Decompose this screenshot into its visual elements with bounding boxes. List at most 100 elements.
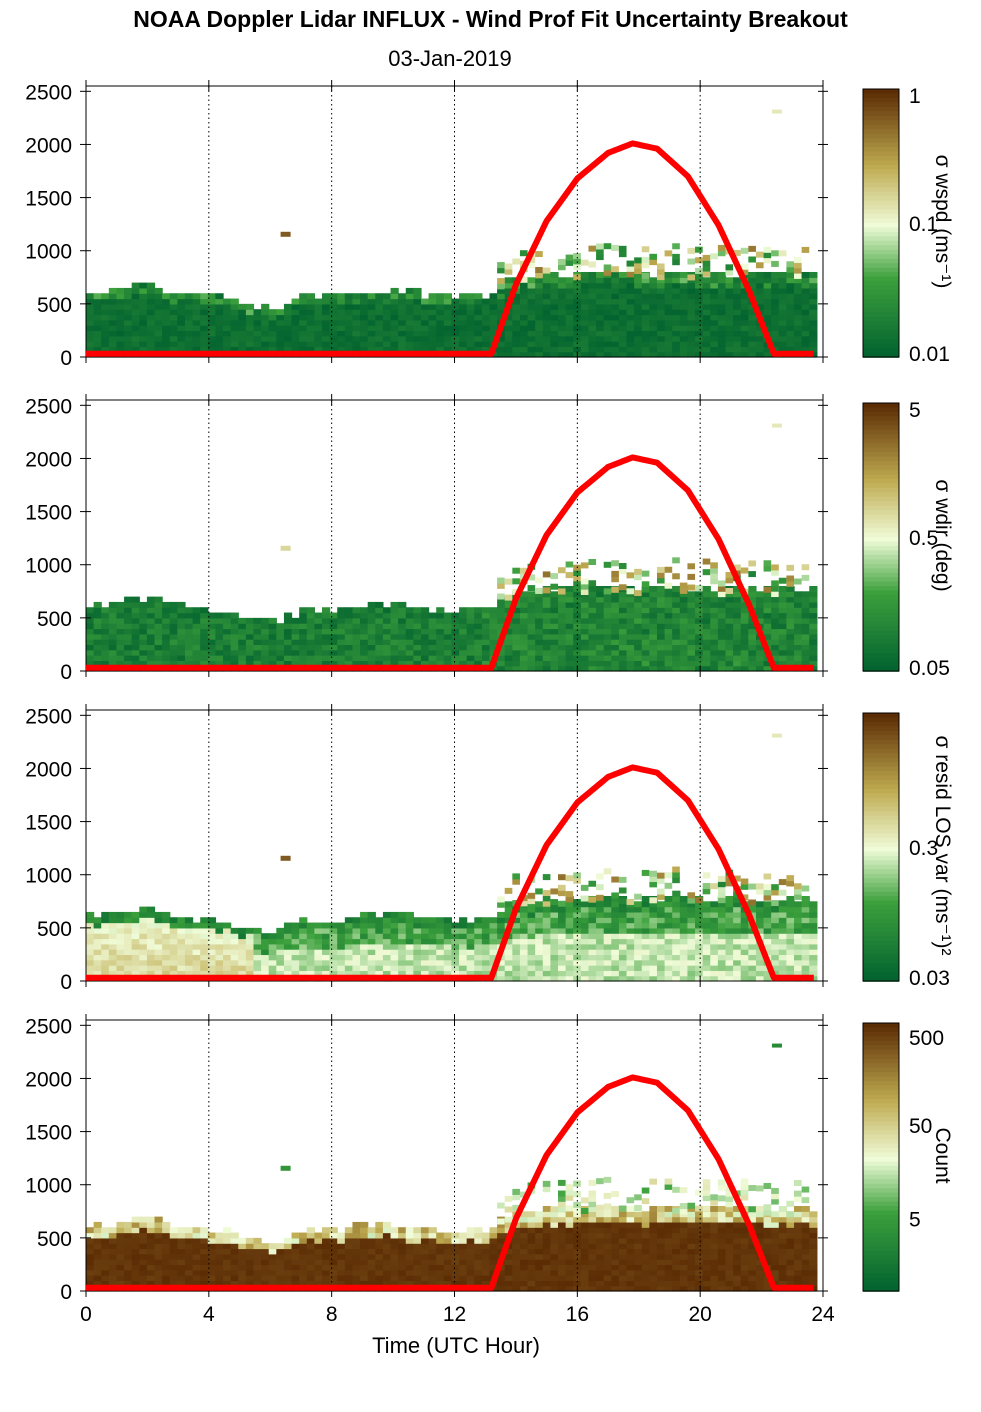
- heatmap-cell: [634, 633, 643, 640]
- heatmap-cell: [154, 965, 163, 971]
- heatmap-cell: [497, 346, 506, 353]
- heatmap-cell: [207, 1275, 217, 1281]
- heatmap-cell: [733, 623, 742, 630]
- heatmap-cell: [565, 660, 574, 667]
- heatmap-cell: [656, 274, 665, 281]
- heatmap-cell: [390, 1259, 399, 1266]
- heatmap-cell: [634, 975, 643, 982]
- heatmap-cell: [398, 660, 407, 667]
- heatmap-cell: [664, 585, 673, 592]
- heatmap-cell: [626, 265, 635, 272]
- heatmap-cell: [93, 1259, 102, 1266]
- heatmap-cell: [558, 298, 567, 305]
- colorbar-band: [863, 249, 899, 256]
- heatmap-cell: [291, 1253, 300, 1260]
- heatmap-cell: [398, 335, 407, 342]
- heatmap-cell: [390, 1269, 399, 1276]
- heatmap-cell: [512, 623, 521, 630]
- heatmap-cell: [177, 1243, 186, 1250]
- heatmap-cell: [382, 965, 392, 971]
- heatmap-cell: [481, 959, 491, 966]
- heatmap-cell: [550, 899, 559, 906]
- heatmap-cell: [786, 959, 795, 966]
- colorbar-band: [863, 325, 899, 331]
- heatmap-cell: [725, 633, 734, 640]
- heatmap-cell: [725, 906, 734, 913]
- heatmap-cell: [184, 949, 194, 956]
- heatmap-cell: [177, 1264, 186, 1271]
- heatmap-cell: [679, 282, 689, 289]
- heatmap-cell: [535, 954, 544, 961]
- heatmap-cell: [786, 639, 795, 646]
- heatmap-cell: [794, 949, 803, 956]
- heatmap-cell: [131, 309, 140, 316]
- heatmap-cell: [618, 970, 628, 977]
- heatmap-cell: [169, 612, 178, 619]
- heatmap-cell: [763, 298, 772, 305]
- heatmap-cell: [755, 282, 765, 289]
- heatmap-cell: [733, 601, 742, 608]
- heatmap-cell: [558, 330, 567, 337]
- heatmap-cell: [702, 617, 711, 624]
- colorbar-band: [863, 483, 899, 489]
- heatmap-cell: [474, 617, 483, 624]
- heatmap-cell: [93, 1248, 102, 1255]
- heatmap-cell: [481, 335, 491, 342]
- heatmap-cell: [733, 959, 742, 966]
- heatmap-cell: [603, 938, 612, 945]
- heatmap-cell: [329, 954, 338, 961]
- heatmap-cell: [177, 330, 186, 337]
- heatmap-cell: [329, 943, 338, 950]
- heatmap-cell: [299, 298, 308, 305]
- heatmap-cell: [809, 591, 818, 598]
- heatmap-cell: [695, 351, 704, 358]
- heatmap-cell: [436, 325, 445, 332]
- heatmap-cell: [352, 938, 361, 945]
- heatmap-cell: [398, 943, 407, 950]
- heatmap-cell: [740, 325, 749, 332]
- heatmap-cell: [702, 933, 711, 940]
- heatmap-cell: [93, 293, 102, 300]
- heatmap-cell: [504, 887, 513, 894]
- heatmap-cell: [116, 943, 125, 950]
- heatmap-cell: [733, 341, 742, 347]
- heatmap-cell: [611, 341, 620, 347]
- heatmap-cell: [146, 633, 156, 640]
- y-tick-label: 0: [60, 971, 72, 994]
- heatmap-cell: [733, 249, 741, 256]
- heatmap-cell: [169, 346, 178, 353]
- heatmap-cell: [207, 346, 217, 353]
- heatmap-cell: [420, 649, 430, 656]
- heatmap-cell: [283, 303, 293, 310]
- heatmap-cell: [207, 922, 217, 929]
- heatmap-cell: [794, 298, 803, 305]
- heatmap-cell: [725, 607, 734, 614]
- heatmap-cell: [771, 633, 780, 640]
- heatmap-cell: [322, 644, 331, 651]
- heatmap-cell: [710, 639, 719, 646]
- heatmap-cell: [733, 596, 742, 603]
- heatmap-cell: [124, 623, 133, 630]
- heatmap-cell: [801, 601, 810, 608]
- heatmap-cell: [519, 933, 529, 940]
- heatmap-cell: [207, 1269, 217, 1276]
- heatmap-cell: [253, 938, 262, 945]
- heatmap-cell: [86, 298, 95, 305]
- heatmap-cell: [207, 325, 217, 332]
- heatmap-cell: [794, 346, 803, 353]
- heatmap-cell: [261, 633, 270, 640]
- heatmap-cell: [588, 325, 597, 332]
- heatmap-cell: [177, 309, 186, 316]
- heatmap-cell: [497, 335, 506, 342]
- heatmap-cell: [565, 254, 574, 261]
- heatmap-cell: [497, 309, 506, 316]
- heatmap-cell: [672, 943, 681, 950]
- heatmap-cell: [207, 309, 217, 316]
- heatmap-cell: [344, 623, 354, 630]
- heatmap-cell: [322, 1227, 331, 1234]
- heatmap-cell: [687, 341, 696, 347]
- heatmap-cell: [223, 1280, 232, 1287]
- heatmap-cell: [664, 271, 673, 278]
- heatmap-cell: [443, 954, 453, 961]
- heatmap-cell: [382, 639, 392, 646]
